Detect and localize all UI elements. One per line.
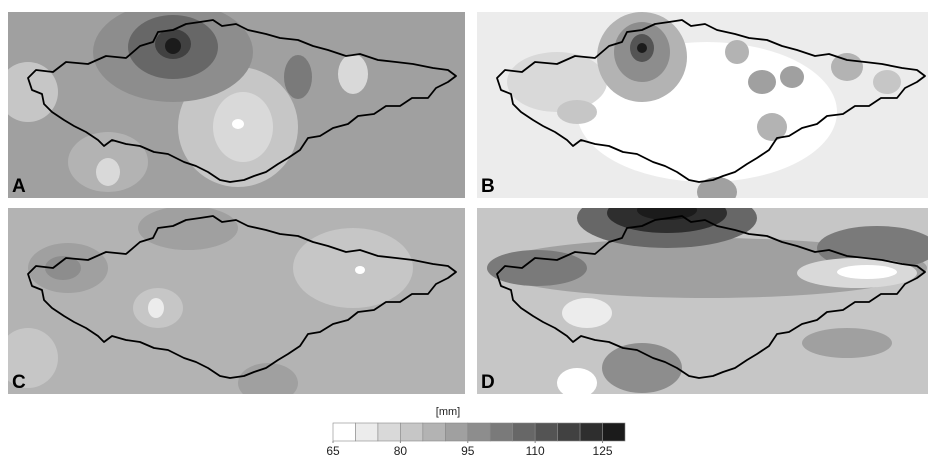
colorbar-unit: [mm] [436,406,460,418]
colorbar-swatch [557,422,581,442]
colorbar-swatch [400,422,424,442]
colorbar-swatch [332,422,356,442]
tick-label: 65 [326,444,340,458]
colorbar-swatch [489,422,513,442]
tick-label: 125 [593,444,613,458]
colorbar-swatch [534,422,558,442]
colorbar-swatch [579,422,603,442]
tick-label: 95 [461,444,475,458]
colorbar-swatch [355,422,379,442]
panel-label: B [481,176,495,197]
tick-label: 110 [526,444,545,458]
colorbar-swatch [602,422,626,442]
map-panel: B [477,12,928,198]
map-panel: D [477,208,928,394]
map-panel: A [8,12,465,198]
map-panel: C [8,208,465,394]
panel-label: C [12,372,26,393]
colorbar-swatch [377,422,401,442]
colorbar: 65 80 95 110 125 [326,422,626,458]
tick-label: 80 [394,444,408,458]
panel-label: D [481,372,495,393]
panel-label: A [12,176,26,197]
colorbar-swatch [422,422,446,442]
colorbar-swatch [512,422,536,442]
colorbar-swatch [445,422,469,442]
colorbar-swatch [467,422,491,442]
